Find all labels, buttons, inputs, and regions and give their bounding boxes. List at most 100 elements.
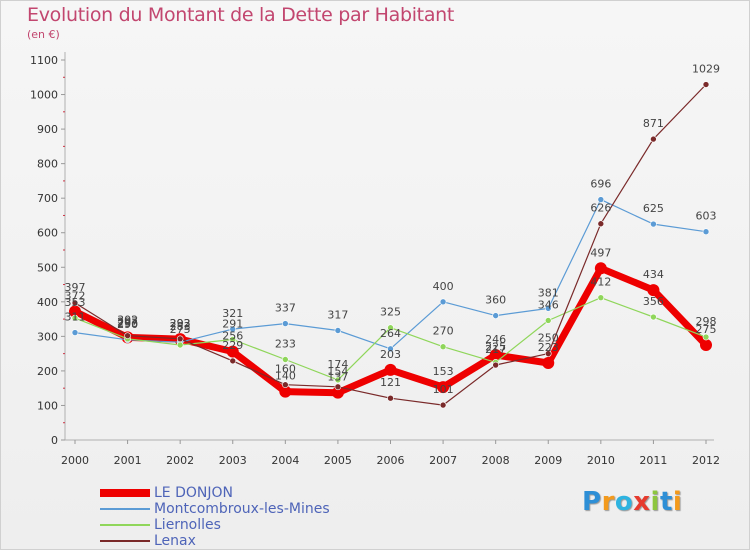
data-label: 293	[170, 317, 191, 330]
legend-label: Liernolles	[154, 517, 221, 533]
data-label: 140	[275, 370, 296, 383]
data-label: 264	[380, 327, 401, 340]
data-label: 317	[327, 308, 348, 321]
data-label: 626	[590, 202, 611, 215]
data-point	[597, 220, 605, 228]
data-point	[702, 81, 710, 88]
data-point	[229, 325, 237, 333]
data-label: 225	[485, 340, 506, 353]
data-label: 275	[696, 323, 717, 336]
data-label: 137	[327, 371, 348, 384]
data-point	[489, 349, 502, 362]
series-liernolles	[71, 294, 710, 384]
data-point	[492, 361, 499, 369]
data-point	[439, 298, 447, 306]
data-point	[439, 343, 447, 351]
data-point	[282, 356, 289, 363]
data-label: 246	[485, 333, 506, 346]
data-label: 325	[380, 306, 401, 319]
y-tick-label: 0	[51, 434, 58, 447]
data-point	[647, 284, 660, 297]
legend-swatch	[100, 508, 150, 510]
data-point	[71, 329, 79, 336]
data-label: 871	[643, 117, 664, 130]
legend-swatch	[100, 540, 150, 542]
data-label: 283	[170, 320, 191, 333]
y-tick-label: 600	[37, 227, 58, 240]
legend-swatch	[100, 489, 150, 497]
data-label: 154	[327, 365, 348, 378]
x-tick-label: 2002	[166, 454, 194, 467]
data-label: 302	[117, 314, 138, 327]
data-point	[176, 341, 184, 349]
data-point	[594, 262, 607, 275]
data-label: 603	[696, 210, 717, 223]
y-tick-label: 400	[37, 296, 58, 309]
data-label: 270	[433, 325, 454, 338]
x-tick-label: 2012	[692, 454, 720, 467]
x-tick-label: 2006	[377, 454, 405, 467]
data-point	[331, 386, 344, 399]
data-label: 400	[433, 280, 454, 293]
data-point	[542, 356, 555, 369]
data-label: 297	[117, 315, 138, 328]
data-point	[544, 317, 552, 324]
data-point	[650, 313, 657, 321]
legend-swatch	[100, 524, 150, 526]
data-point	[124, 332, 131, 339]
y-tick-label: 500	[37, 261, 58, 274]
data-point	[176, 335, 184, 343]
legend: LE DONJON Montcombroux-les-Mines Liernolle…	[100, 485, 400, 549]
data-label: 353	[65, 296, 86, 309]
y-tick-label: 900	[37, 123, 58, 136]
data-label: 101	[433, 383, 454, 396]
data-point	[384, 363, 397, 376]
data-point	[439, 401, 447, 409]
data-label: 696	[590, 178, 611, 191]
data-point	[437, 381, 450, 394]
legend-item: Montcombroux-les-Mines	[100, 501, 400, 517]
data-point	[492, 312, 499, 319]
data-label: 337	[275, 302, 296, 315]
chart-title: Evolution du Montant de la Dette par Hab…	[27, 4, 455, 26]
data-point	[334, 327, 342, 334]
data-label: 625	[643, 202, 664, 215]
legend-item: LE DONJON	[100, 485, 400, 501]
legend-label: Lenax	[154, 533, 196, 549]
x-tick-label: 2001	[114, 454, 142, 467]
data-point	[71, 314, 79, 322]
data-point	[700, 339, 712, 351]
y-tick-label: 1000	[30, 89, 58, 102]
data-point	[226, 345, 239, 358]
data-label: 311	[65, 311, 86, 324]
y-tick-label: 700	[37, 192, 58, 205]
legend-label: LE DONJON	[154, 485, 233, 501]
data-point	[334, 376, 342, 384]
y-tick-label: 200	[37, 365, 58, 378]
data-label: 203	[380, 348, 401, 361]
x-tick-label: 2008	[482, 454, 510, 467]
legend-item: Lenax	[100, 533, 400, 549]
x-tick-label: 2005	[324, 454, 352, 467]
y-tick-label: 1100	[30, 54, 58, 67]
data-label: 250	[538, 332, 559, 345]
data-label: 397	[65, 281, 86, 294]
x-tick-label: 2009	[534, 454, 562, 467]
data-label: 292	[170, 317, 191, 330]
data-label: 256	[222, 330, 243, 343]
data-point	[229, 357, 237, 365]
data-label: 346	[538, 298, 559, 311]
data-label: 434	[643, 268, 664, 281]
data-label: 290	[117, 318, 138, 331]
data-label: 356	[643, 295, 664, 308]
data-point	[282, 381, 289, 389]
data-label: 360	[485, 294, 506, 307]
data-point	[71, 299, 79, 307]
data-label: 223	[538, 341, 559, 354]
value-labels: 372 297 292 256 140 137 203 153 246 223 497 434 275 3…	[65, 63, 721, 397]
data-point	[702, 228, 710, 235]
data-point	[282, 320, 289, 327]
legend-label: Montcombroux-les-Mines	[154, 501, 330, 517]
data-label: 291	[222, 317, 243, 330]
